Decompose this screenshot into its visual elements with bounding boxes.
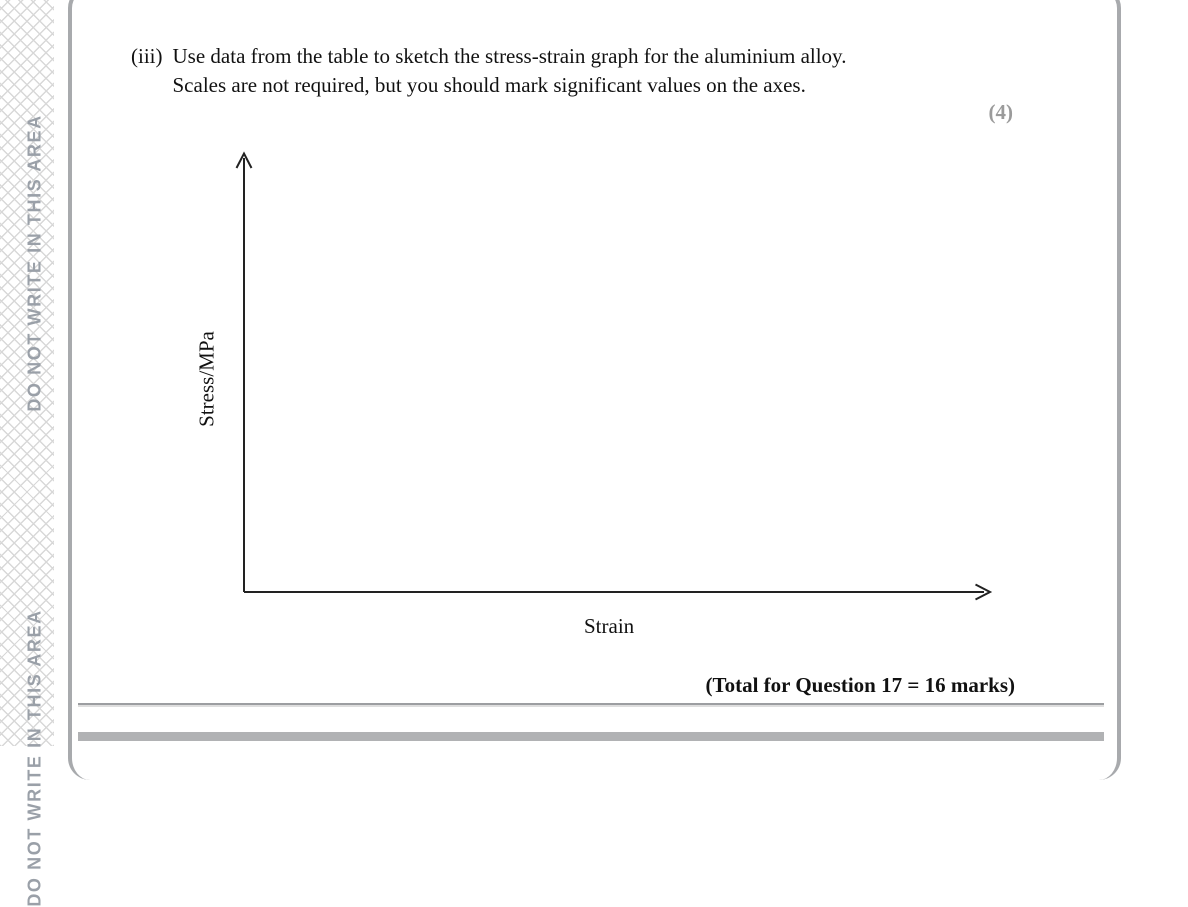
- do-not-write-watermark-bottom: DO NOT WRITE IN THIS AREA: [24, 609, 45, 907]
- question-text-line1: Use data from the table to sketch the st…: [172, 44, 847, 68]
- question-part-label: (iii): [131, 44, 163, 68]
- question-text-line2: Scales are not required, but you should …: [172, 73, 806, 97]
- total-marks-line: (Total for Question 17 = 16 marks): [705, 673, 1015, 697]
- question-part-iii: (iii) Use data from the table to sketch …: [131, 42, 991, 100]
- question-text: Use data from the table to sketch the st…: [173, 42, 992, 100]
- page-bottom-bar: [78, 732, 1104, 741]
- do-not-write-pattern-strip: [0, 0, 54, 746]
- do-not-write-watermark-top: DO NOT WRITE IN THIS AREA: [24, 114, 45, 412]
- answer-area-box: [68, 0, 1121, 780]
- x-axis-label: Strain: [584, 614, 635, 638]
- y-axis-label: Stress/MPa: [194, 331, 219, 427]
- marks-badge: (4): [988, 100, 1014, 124]
- separator-line: [78, 703, 1104, 705]
